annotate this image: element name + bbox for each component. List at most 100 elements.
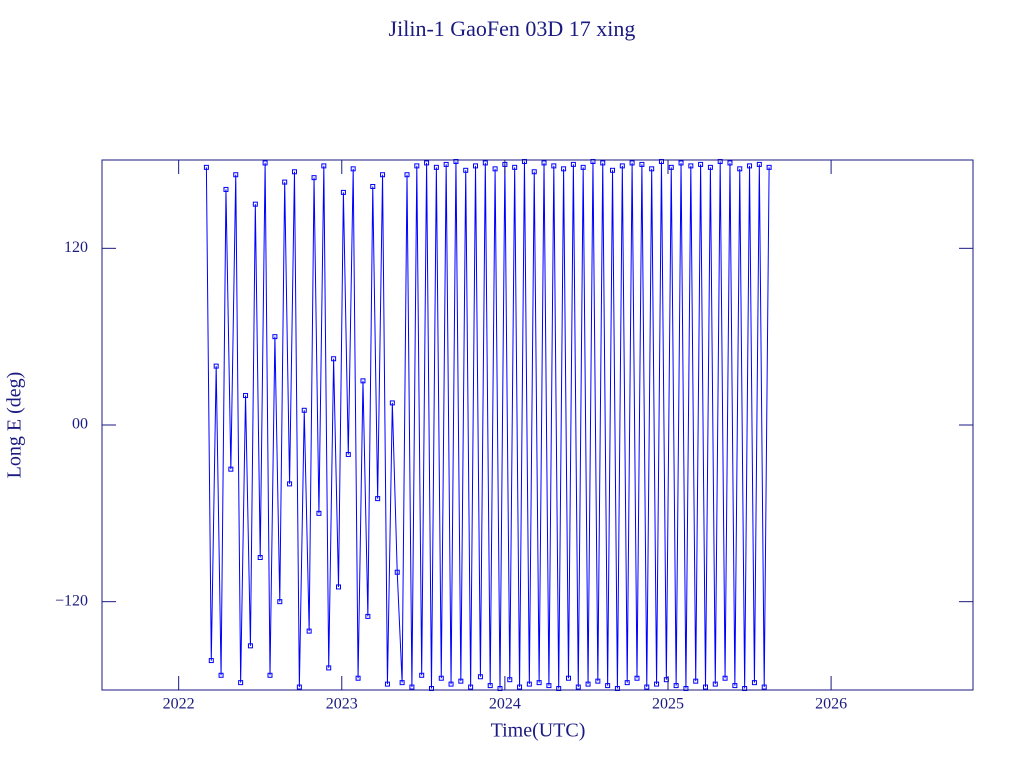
data-point bbox=[654, 681, 660, 687]
x-tick-label: 2022 bbox=[163, 696, 195, 713]
data-point bbox=[717, 158, 723, 164]
data-point bbox=[233, 172, 239, 178]
data-point bbox=[605, 683, 611, 689]
data-point bbox=[477, 674, 483, 680]
data-point bbox=[409, 684, 415, 690]
data-point bbox=[262, 160, 268, 166]
data-point bbox=[673, 683, 679, 689]
data-point bbox=[443, 161, 449, 167]
data-point bbox=[428, 686, 434, 692]
data-point bbox=[311, 175, 317, 181]
data-point bbox=[350, 166, 356, 172]
data-point bbox=[487, 683, 493, 689]
data-point bbox=[541, 160, 547, 166]
data-point bbox=[384, 681, 390, 687]
data-point bbox=[556, 686, 562, 692]
data-point bbox=[243, 393, 249, 399]
x-axis-label: Time(UTC) bbox=[491, 720, 586, 742]
data-point bbox=[570, 161, 576, 167]
data-point bbox=[267, 672, 273, 678]
data-point bbox=[360, 378, 366, 384]
data-point bbox=[296, 684, 302, 690]
data-point bbox=[766, 164, 772, 170]
data-point bbox=[458, 678, 464, 684]
data-point bbox=[619, 163, 625, 169]
data-point bbox=[590, 158, 596, 164]
x-tick-label: 2025 bbox=[652, 696, 684, 713]
data-point bbox=[208, 658, 214, 664]
data-point bbox=[536, 680, 542, 686]
data-point bbox=[517, 684, 523, 690]
data-point bbox=[355, 675, 361, 681]
data-point bbox=[203, 164, 209, 170]
data-point bbox=[468, 684, 474, 690]
data-point bbox=[438, 675, 444, 681]
data-point bbox=[742, 686, 748, 692]
data-point bbox=[336, 584, 342, 590]
data-point bbox=[414, 163, 420, 169]
data-point bbox=[580, 164, 586, 170]
data-point bbox=[223, 186, 229, 192]
data-point bbox=[531, 169, 537, 175]
plot-frame bbox=[101, 159, 974, 691]
data-point bbox=[399, 680, 405, 686]
data-point bbox=[482, 160, 488, 166]
chart-title: Jilin-1 GaoFen 03D 17 xing bbox=[389, 16, 636, 41]
y-tick-label: −120 bbox=[55, 592, 88, 609]
data-point bbox=[595, 678, 601, 684]
data-point bbox=[365, 613, 371, 619]
data-point bbox=[218, 672, 224, 678]
data-point bbox=[565, 675, 571, 681]
data-point bbox=[389, 400, 395, 406]
x-tick-label: 2023 bbox=[326, 696, 358, 713]
data-point bbox=[693, 678, 699, 684]
y-tick-label: 120 bbox=[64, 239, 88, 256]
data-point bbox=[306, 628, 312, 634]
data-point bbox=[546, 683, 552, 689]
data-point bbox=[747, 163, 753, 169]
data-point bbox=[698, 161, 704, 167]
data-line bbox=[205, 161, 770, 689]
data-point bbox=[658, 158, 664, 164]
data-point bbox=[448, 681, 454, 687]
data-point bbox=[668, 164, 674, 170]
data-point bbox=[712, 681, 718, 687]
x-tick-label: 2024 bbox=[489, 696, 521, 713]
data-point bbox=[370, 184, 376, 189]
data-point bbox=[277, 599, 283, 605]
data-point bbox=[610, 167, 616, 173]
data-point bbox=[688, 163, 694, 169]
data-point bbox=[526, 681, 532, 687]
data-point bbox=[424, 160, 430, 166]
data-point bbox=[247, 643, 253, 649]
data-point bbox=[575, 684, 581, 690]
data-point bbox=[624, 680, 630, 686]
data-point bbox=[634, 675, 640, 681]
data-point bbox=[722, 675, 728, 681]
data-point bbox=[404, 172, 410, 178]
x-tick-label: 2026 bbox=[815, 696, 847, 713]
y-tick-label: 00 bbox=[72, 416, 88, 433]
data-point bbox=[316, 510, 322, 516]
data-point bbox=[326, 665, 332, 671]
data-point bbox=[756, 161, 762, 167]
data-point bbox=[761, 684, 767, 690]
data-point bbox=[703, 684, 709, 690]
data-point bbox=[683, 686, 689, 692]
data-point bbox=[419, 672, 425, 678]
data-point bbox=[394, 569, 400, 575]
data-point bbox=[257, 555, 263, 560]
data-point bbox=[345, 451, 351, 457]
data-point bbox=[497, 686, 503, 692]
data-point bbox=[737, 166, 743, 172]
data-point bbox=[492, 166, 498, 172]
data-point bbox=[732, 683, 738, 689]
data-point bbox=[331, 356, 337, 362]
data-point bbox=[463, 167, 469, 173]
data-point bbox=[649, 166, 655, 172]
data-point bbox=[238, 680, 244, 686]
data-point bbox=[561, 166, 567, 172]
data-point bbox=[380, 172, 386, 178]
data-point bbox=[213, 363, 219, 369]
